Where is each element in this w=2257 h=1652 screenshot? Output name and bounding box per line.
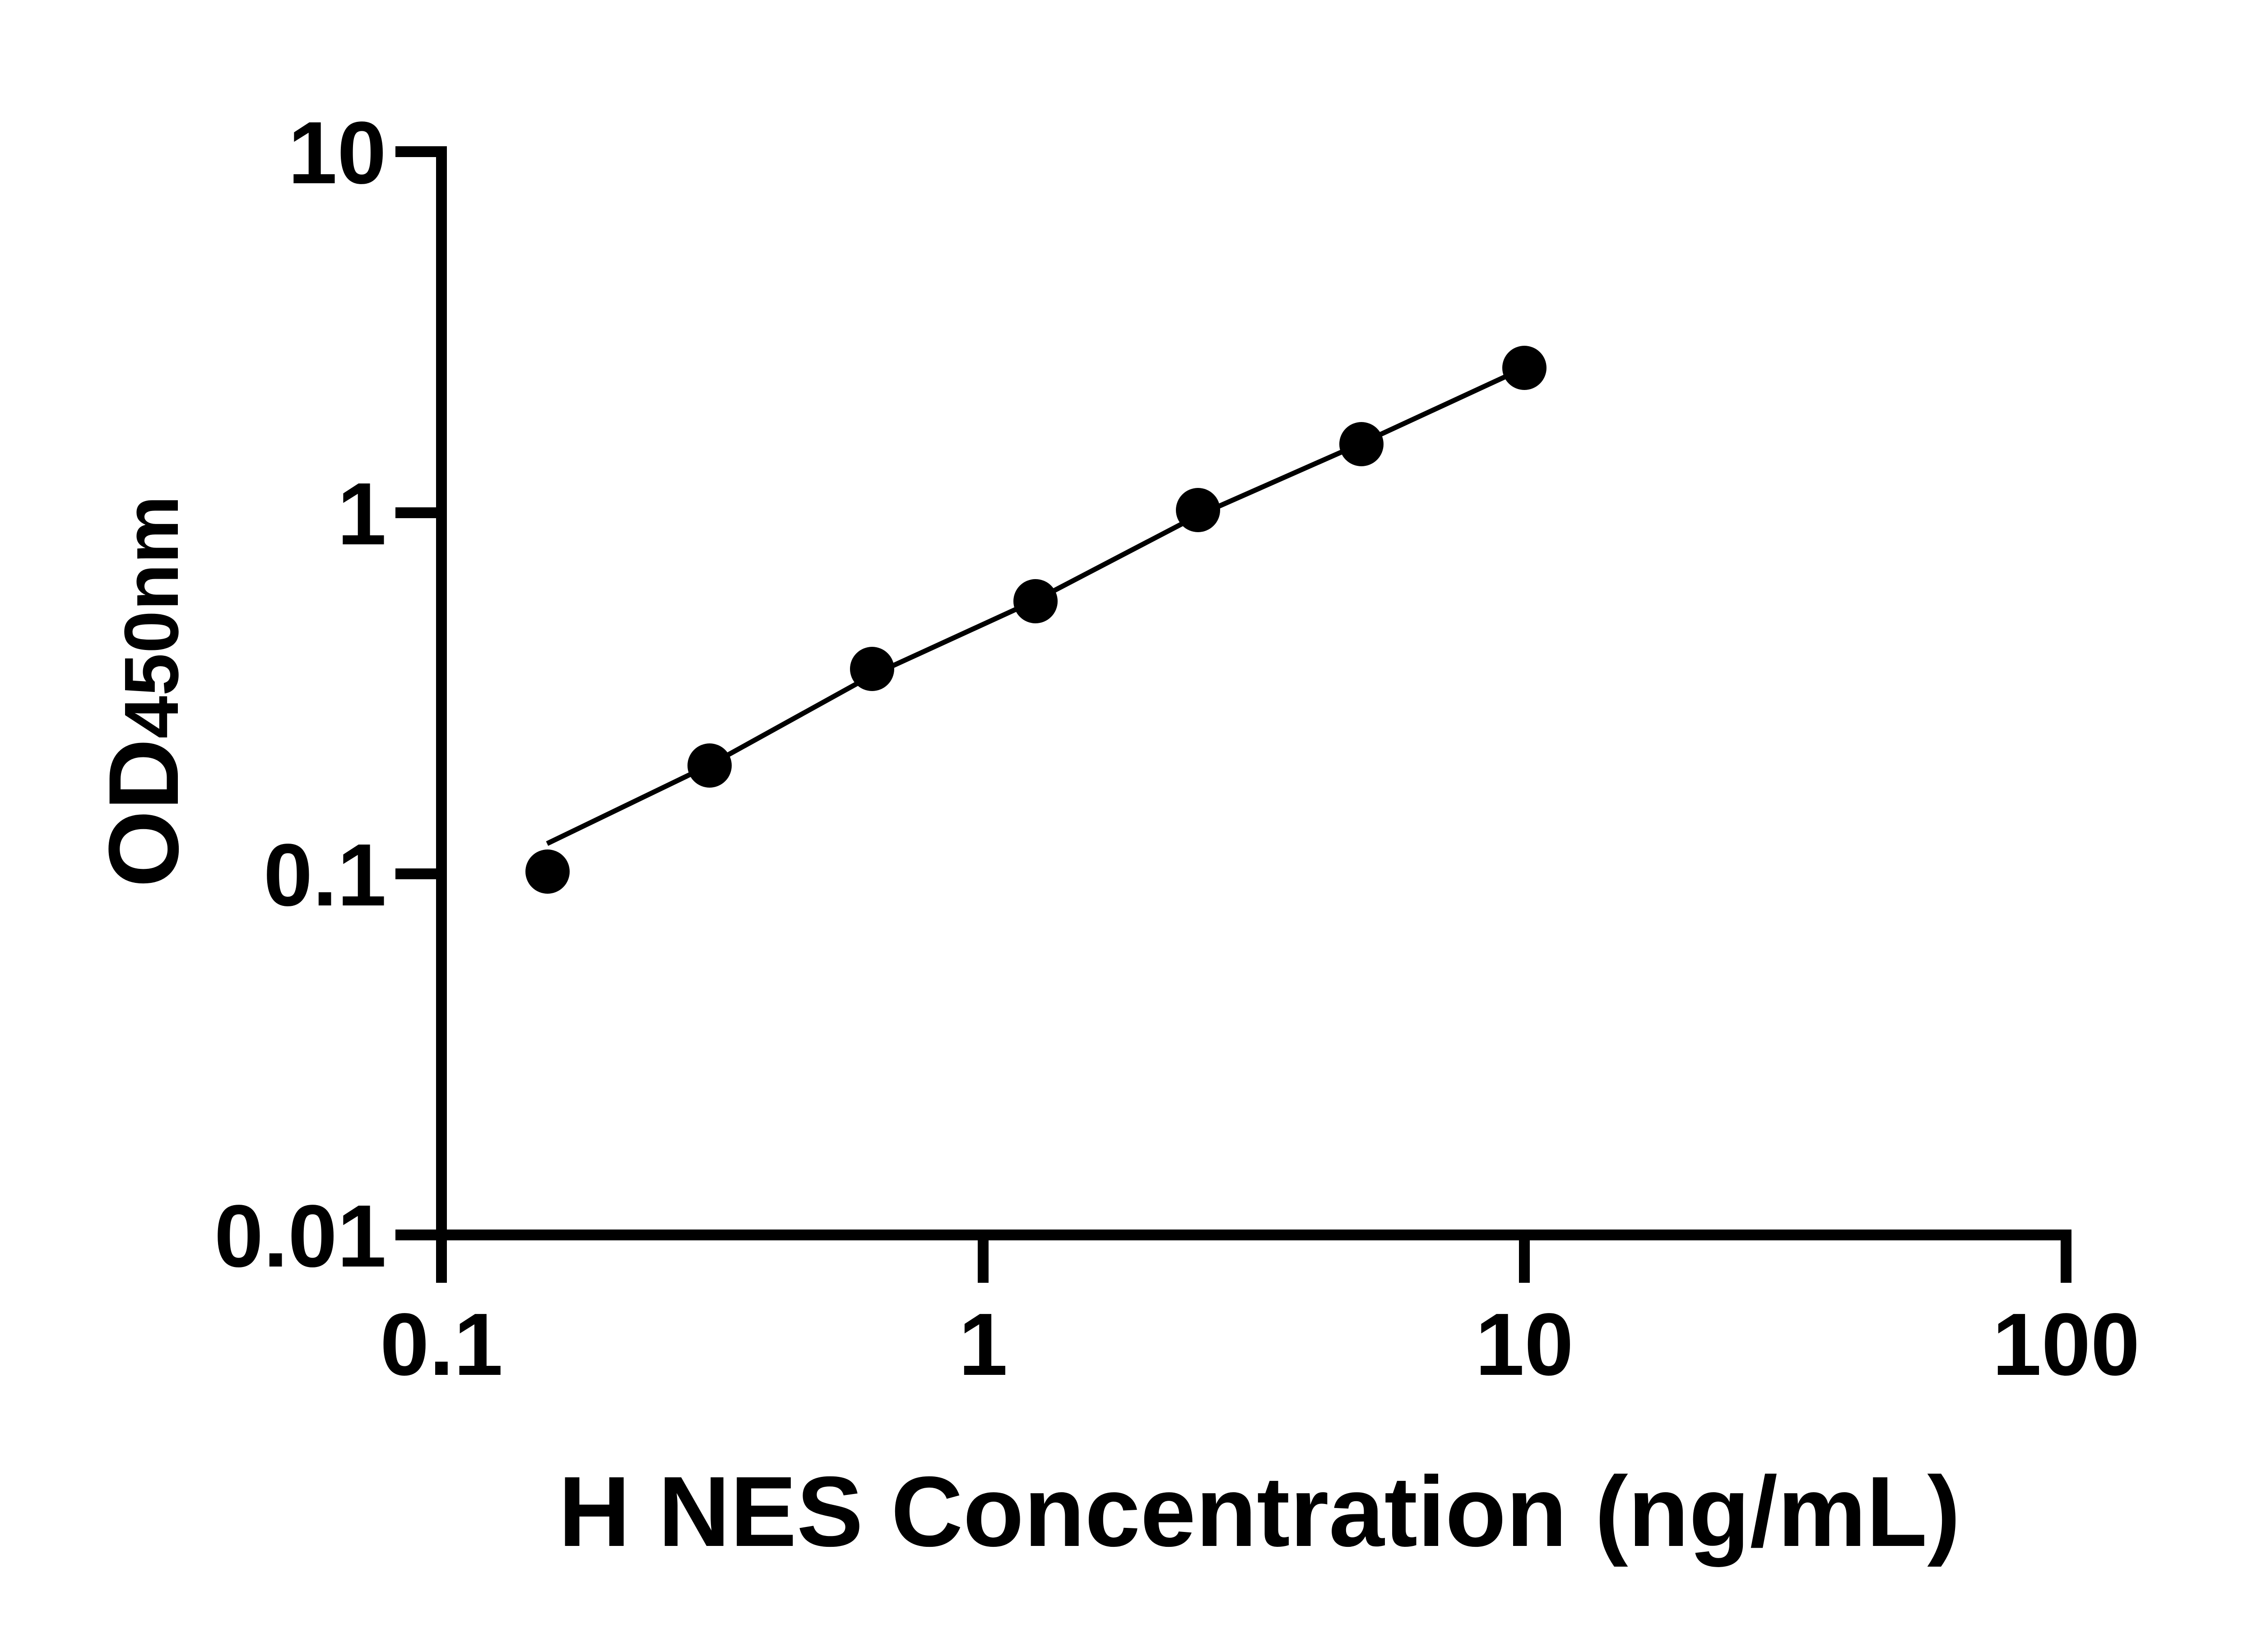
svg-text:10: 10: [1475, 1295, 1574, 1394]
svg-text:OD450nm: OD450nm: [88, 496, 199, 888]
svg-text:0.01: 0.01: [214, 1187, 386, 1285]
svg-text:1: 1: [958, 1295, 1008, 1394]
svg-text:0.1: 0.1: [380, 1295, 503, 1394]
svg-text:0.1: 0.1: [264, 826, 386, 924]
svg-text:10: 10: [288, 103, 386, 202]
svg-text:100: 100: [1992, 1295, 2140, 1394]
svg-text:H NES Concentration (ng/mL): H NES Concentration (ng/mL): [558, 1456, 1960, 1567]
svg-text:1: 1: [337, 464, 386, 563]
